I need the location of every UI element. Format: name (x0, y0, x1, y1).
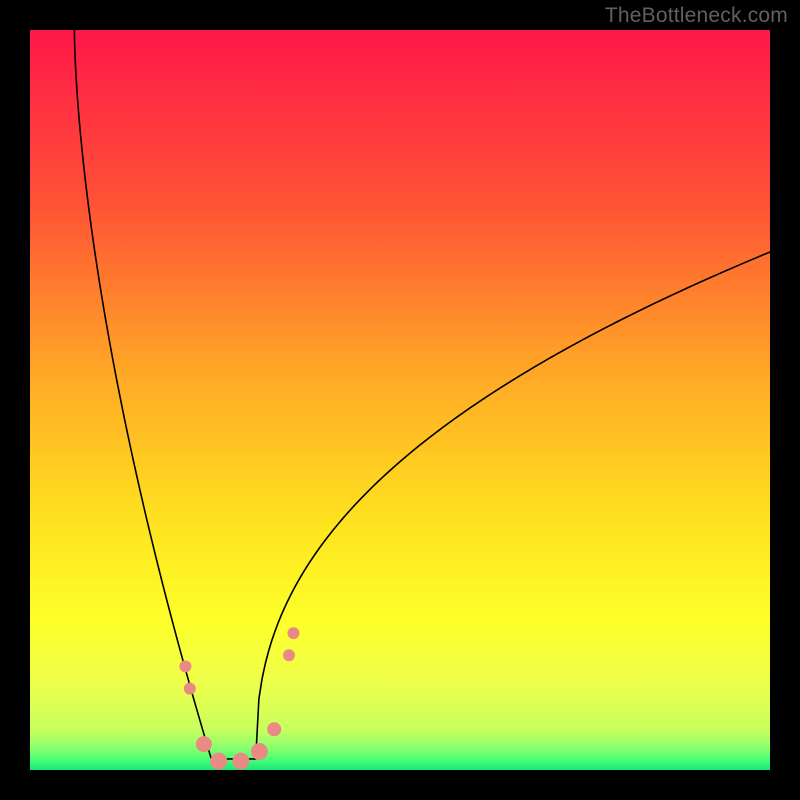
data-point (251, 743, 268, 760)
data-points (30, 30, 770, 770)
data-point (179, 660, 191, 672)
data-point (287, 627, 299, 639)
data-point (283, 649, 295, 661)
chart-area (30, 30, 770, 770)
data-point (232, 753, 249, 770)
watermark-text: TheBottleneck.com (605, 4, 788, 28)
data-point (184, 683, 196, 695)
data-point (267, 722, 281, 736)
data-point (210, 753, 227, 770)
data-point (196, 736, 212, 752)
